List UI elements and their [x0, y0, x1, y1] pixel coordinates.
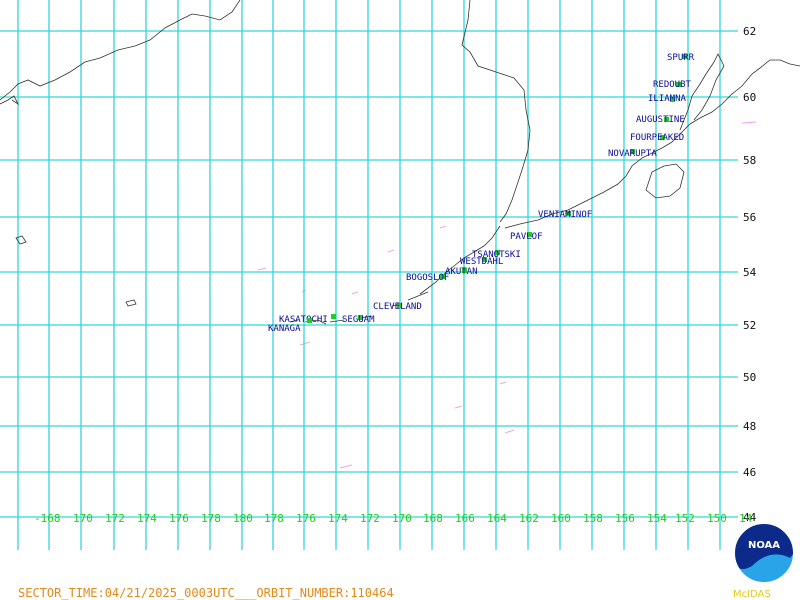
volcano-label-spurr: SPURR: [667, 53, 695, 63]
volcano-label-westdahl: WESTDAHL: [460, 257, 503, 267]
volcano-marker: [527, 232, 532, 237]
lat-label: 52: [743, 319, 756, 332]
lon-label: 158: [583, 512, 603, 525]
volcano-label-kasatochi: KASATOCHI: [279, 315, 328, 325]
volcano-label-seguam: SEGUAM: [342, 315, 375, 325]
volcano-marker: [358, 315, 363, 320]
graticule: [0, 0, 738, 550]
lat-label: 50: [743, 371, 756, 384]
volcano-marker: [440, 274, 445, 279]
volcano-marker: [630, 149, 635, 154]
commander-island: [15, 235, 27, 245]
volcano-label-novarupta: NOVARUPTA: [608, 149, 657, 159]
lon-label: 174: [328, 512, 348, 525]
lon-label: 178: [201, 512, 221, 525]
lon-label: 176: [296, 512, 316, 525]
volcano-label-tsanotski: TSANOTSKI: [472, 250, 521, 260]
volcano-marker: [566, 211, 571, 216]
lon-label: 170: [73, 512, 93, 525]
volcano-marker: [670, 97, 675, 102]
lon-label: 152: [675, 512, 695, 525]
aleutian-islands: [289, 291, 429, 325]
lat-label: 56: [743, 211, 756, 224]
volcano-marker: [397, 303, 402, 308]
volcano-marker: [682, 54, 687, 59]
pribilof-island: [125, 299, 137, 307]
volcano-marker: [660, 135, 665, 140]
lon-label: 178: [264, 512, 284, 525]
volcano-marker: [482, 257, 487, 262]
lon-label: 176: [169, 512, 189, 525]
lon-label: 14: [739, 512, 753, 525]
volcano-label-pavlof: PAVLOF: [510, 232, 543, 242]
volcano-label-cleveland: CLEVELAND: [373, 302, 422, 312]
volcano-marker: [331, 314, 336, 319]
volcano-marker: [676, 82, 681, 87]
siberia-coast-lower: [0, 95, 20, 106]
lat-label: 58: [743, 154, 756, 167]
lat-label: 46: [743, 466, 756, 479]
lon-label: 174: [137, 512, 157, 525]
lon-label: -168: [34, 512, 61, 525]
volcano-marker: [307, 318, 312, 323]
lon-label: 162: [519, 512, 539, 525]
lon-label: 154: [647, 512, 667, 525]
lon-label: 156: [615, 512, 635, 525]
volcano-label-redoubt: REDOUBT: [653, 80, 692, 90]
cook-inlet: [679, 53, 725, 131]
lon-label: 166: [455, 512, 475, 525]
lat-label: 54: [743, 266, 757, 279]
lon-label: 172: [105, 512, 125, 525]
sector-time-footer: SECTOR_TIME:04/21/2025_0003UTC___ORBIT_N…: [18, 586, 394, 600]
volcano-label-iliamna: ILIAMNA: [648, 94, 687, 104]
lon-label: 164: [487, 512, 507, 525]
lat-label: 60: [743, 91, 756, 104]
lat-label: 62: [743, 25, 756, 38]
siberia-coast: [0, 0, 241, 101]
noaa-logo-bird: [734, 523, 794, 569]
lon-label: 172: [360, 512, 380, 525]
lon-label: 180: [233, 512, 253, 525]
volcano-layer: SPURR REDOUBT ILIAMNA AUGUSTINE FOURPEAK…: [268, 53, 695, 334]
volcano-label-veniaminof: VENIAMINOF: [538, 210, 592, 220]
noaa-logo: NOAA: [733, 522, 795, 584]
coastlines: [0, 0, 800, 325]
volcano-marker: [495, 250, 500, 255]
volcano-label-akutan: AKUTAN: [445, 267, 478, 277]
noaa-logo-text: NOAA: [748, 540, 780, 551]
latitude-labels: 62 60 58 56 54 52 50 48 46 44: [743, 25, 757, 524]
lon-label: 168: [423, 512, 443, 525]
volcano-marker: [664, 117, 669, 122]
lon-label: 150: [707, 512, 727, 525]
volcano-label-kanaga: KANAGA: [268, 324, 301, 334]
kodiak-island: [645, 163, 685, 199]
alaska-peninsula: [419, 225, 501, 295]
volcano-label-fourpeaked: FOURPEAKED: [630, 133, 684, 143]
mcidas-label: McIDAS: [733, 589, 771, 600]
noaa-logo-ring: [733, 522, 795, 584]
image-speckle: [257, 121, 757, 469]
lon-label: 160: [551, 512, 571, 525]
alaska-southwest-coast: [504, 59, 800, 229]
longitude-labels: -168 170 172 174 176 178 180 178 176 174…: [34, 512, 753, 525]
volcano-label-bogoslof: BOGOSLOF: [406, 273, 449, 283]
volcano-marker: [462, 268, 467, 273]
lat-label: 44: [743, 511, 757, 524]
lon-label: 170: [392, 512, 412, 525]
lat-label: 48: [743, 420, 756, 433]
volcano-label-augustine: AUGUSTINE: [636, 115, 685, 125]
alaska-west-coast: [461, 0, 531, 223]
